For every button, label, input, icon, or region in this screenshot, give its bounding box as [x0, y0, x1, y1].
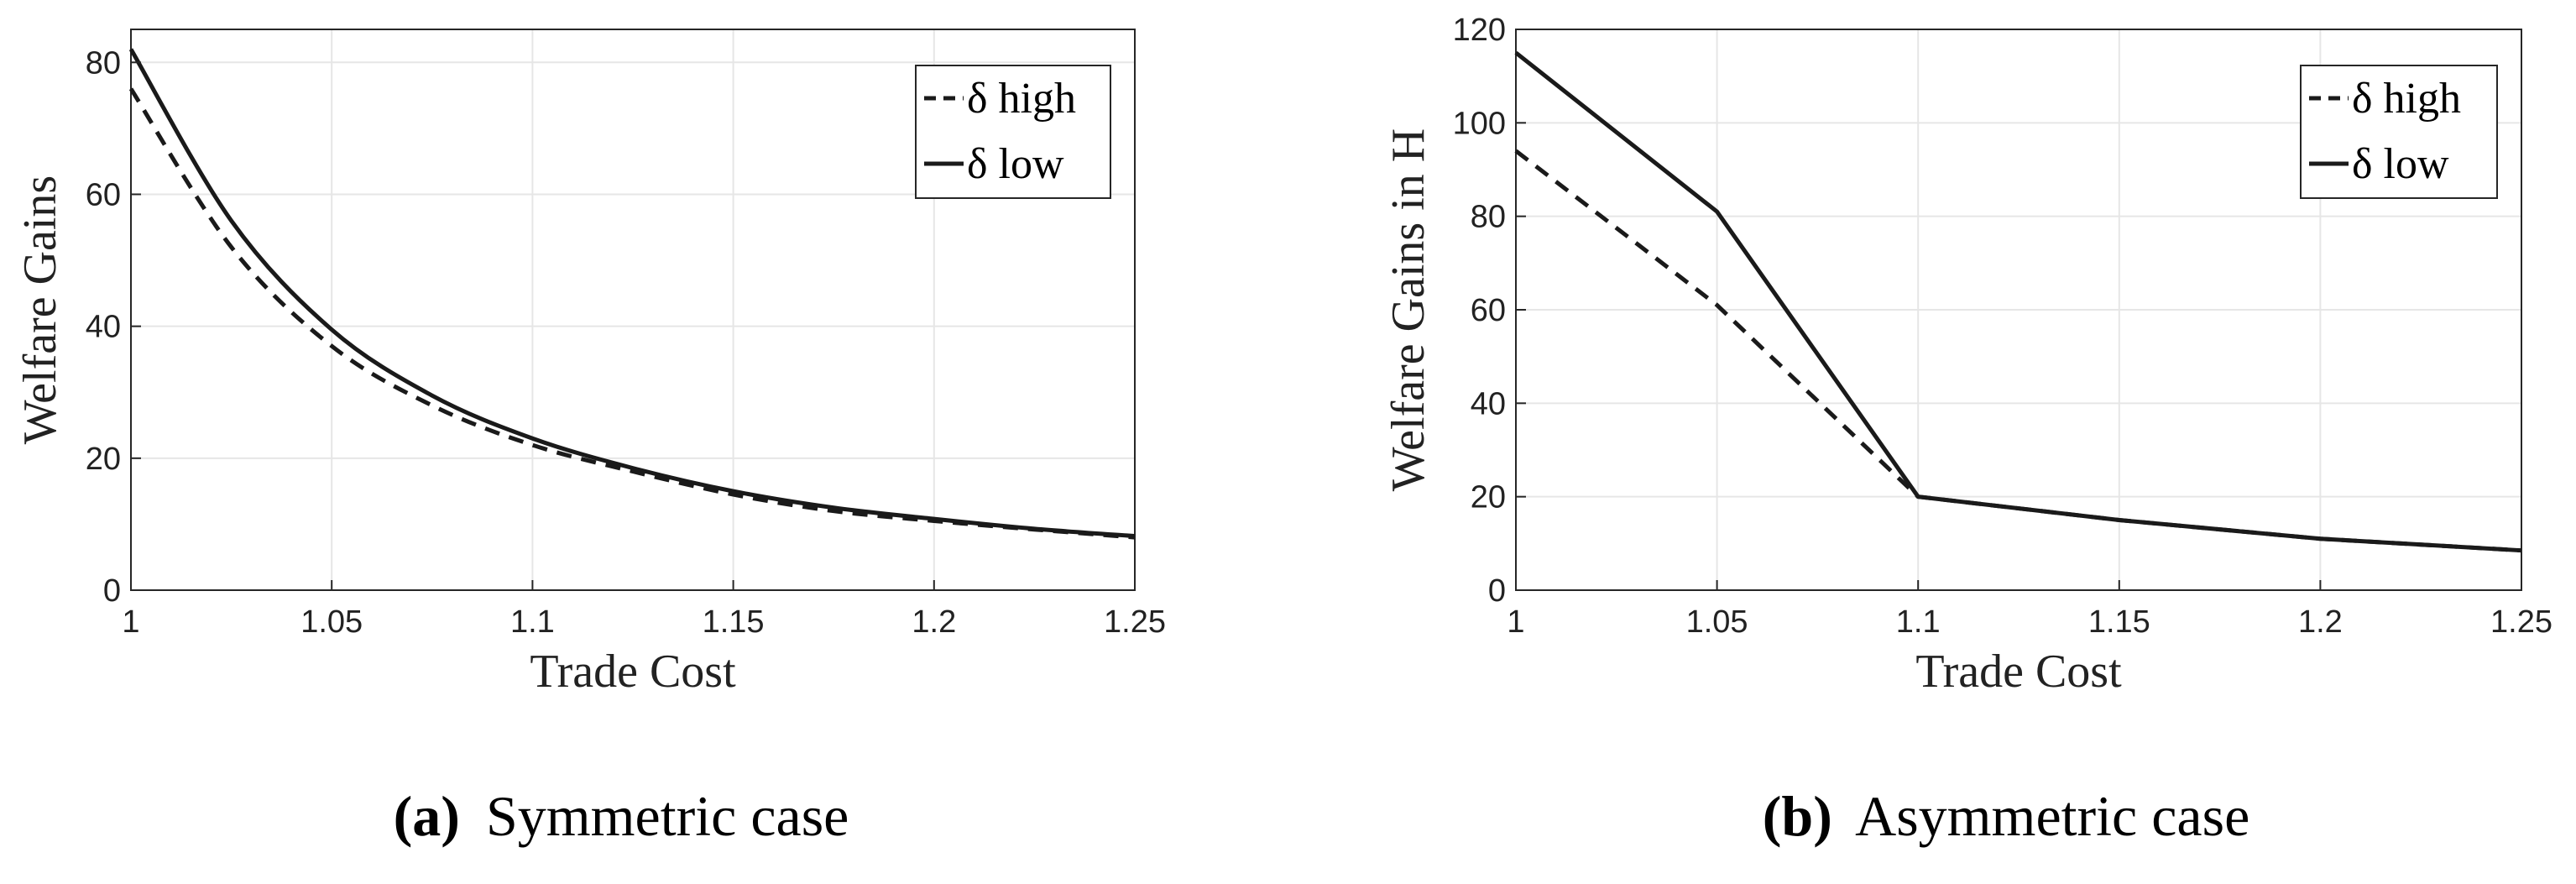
x-tick-label: 1.15	[703, 604, 765, 640]
x-tick-label: 1.25	[1104, 604, 1166, 640]
y-tick-label: 60	[86, 177, 121, 212]
y-axis-label-a: Welfare Gains	[14, 175, 66, 444]
legend-label-high-a: δ high	[967, 75, 1076, 123]
caption-letter-a: (a)	[394, 784, 460, 848]
series-line-high-b	[1514, 149, 2522, 553]
caption-text-b: Asymmetric case	[1855, 784, 2249, 848]
ticks-a: 1 1.05 1.1 1.15 1.2 1.25 0 20 40 60 80	[86, 45, 1166, 640]
legend-a: δ high δ low	[915, 65, 1111, 199]
x-tick-label: 1.1	[510, 604, 555, 640]
chart-panel-b: 1 1.05 1.1 1.15 1.2 1.25 0 20 40 60 80 100 120 Trade…	[1382, 13, 2552, 848]
legend-box-a	[915, 65, 1111, 199]
x-tick-label: 1.05	[1686, 604, 1748, 640]
x-tick-label: 1	[122, 604, 139, 640]
x-tick-label: 1.25	[2490, 604, 2552, 640]
series-line-low-a	[128, 48, 1136, 539]
caption-a: (a) Symmetric case	[394, 784, 849, 848]
legend-label-high-b: δ high	[2352, 75, 2461, 123]
series-line-low-b	[1514, 50, 2522, 553]
y-tick-label: 120	[1453, 13, 1506, 48]
x-tick-label: 1	[1507, 604, 1524, 640]
x-tick-label: 1.15	[2088, 604, 2150, 640]
series-layer-b	[1514, 50, 2522, 553]
y-tick-label: 40	[1471, 386, 1506, 421]
x-axis-label-a: Trade Cost	[530, 646, 736, 698]
y-tick-label: 20	[86, 442, 121, 477]
y-tick-label: 60	[1471, 293, 1506, 328]
legend-label-low-a: δ low	[967, 140, 1064, 188]
x-tick-label: 1.2	[912, 604, 956, 640]
plot-frame-a	[130, 29, 1136, 591]
legend-box-b	[2300, 65, 2498, 199]
x-tick-label: 1.2	[2298, 604, 2343, 640]
series-layer-a	[128, 48, 1136, 540]
series-line-high-a	[128, 87, 1136, 540]
y-tick-label: 20	[1471, 480, 1506, 515]
x-tick-label: 1.05	[300, 604, 363, 640]
y-tick-label: 0	[103, 573, 121, 609]
legend-label-low-b: δ low	[2352, 140, 2449, 188]
y-tick-label: 80	[86, 45, 121, 81]
caption-b: (b) Asymmetric case	[1763, 784, 2250, 848]
legend-b: δ high δ low	[2300, 65, 2498, 199]
y-axis-label-b: Welfare Gains in H	[1382, 128, 1434, 491]
y-tick-label: 0	[1488, 573, 1506, 609]
y-tick-label: 80	[1471, 200, 1506, 235]
ticks-b: 1 1.05 1.1 1.15 1.2 1.25 0 20 40 60 80 100 120	[1453, 13, 2552, 640]
caption-letter-b: (b)	[1763, 784, 1832, 848]
caption-text-a: Symmetric case	[486, 784, 849, 848]
y-tick-label: 40	[86, 310, 121, 345]
y-tick-label: 100	[1453, 106, 1506, 141]
x-axis-label-b: Trade Cost	[1915, 646, 2122, 698]
x-tick-label: 1.1	[1896, 604, 1941, 640]
